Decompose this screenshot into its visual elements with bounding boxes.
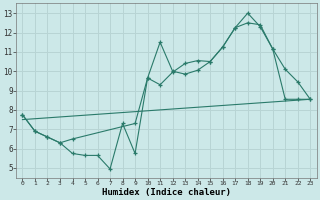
X-axis label: Humidex (Indice chaleur): Humidex (Indice chaleur) — [102, 188, 231, 197]
